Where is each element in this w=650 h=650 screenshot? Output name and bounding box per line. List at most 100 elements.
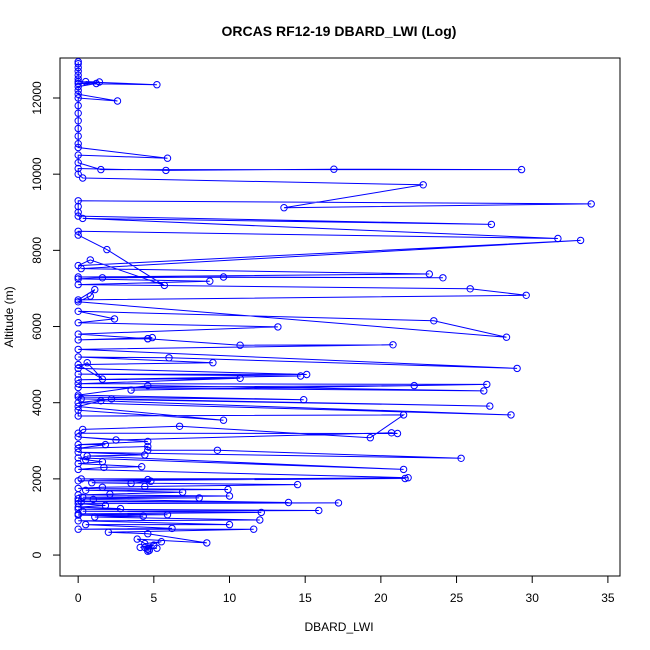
data-point (74, 140, 82, 148)
data-point (522, 291, 530, 299)
data-point (387, 429, 396, 437)
data-point (97, 165, 105, 174)
data-point (144, 381, 152, 390)
data-point (106, 490, 114, 498)
data-point (74, 170, 82, 178)
data-point (74, 296, 82, 304)
data-point (148, 333, 157, 342)
data-point (203, 539, 211, 547)
data-point (74, 336, 82, 344)
data-point (483, 380, 491, 389)
data-point (74, 517, 82, 525)
data-point (74, 82, 82, 91)
data-point (100, 463, 108, 472)
data-point (457, 454, 465, 462)
data-point (89, 495, 98, 504)
series-line (76, 61, 592, 552)
data-point (139, 512, 147, 520)
data-point (487, 220, 496, 229)
data-point (274, 323, 282, 331)
data-point (74, 454, 82, 462)
data-point (138, 463, 146, 471)
data-point (293, 480, 302, 489)
data-point (74, 380, 82, 388)
data-point (587, 200, 595, 208)
data-point (195, 494, 203, 502)
data-point (107, 395, 116, 403)
y-axis: 0 2000 4000 6000 8000 10000 12000 (30, 81, 61, 558)
data-point (74, 406, 82, 414)
x-tick-label: 30 (526, 591, 540, 605)
data-point (92, 79, 101, 88)
data-point (399, 411, 408, 419)
data-point (168, 524, 176, 533)
data-point (74, 429, 82, 437)
data-point (74, 212, 82, 220)
data-point (74, 75, 82, 83)
data-point (206, 277, 214, 285)
data-point (410, 381, 418, 390)
data-point (74, 525, 82, 533)
data-point (144, 437, 152, 446)
x-tick-label: 35 (601, 591, 615, 605)
data-point (74, 143, 82, 152)
data-point (79, 493, 87, 501)
data-point (74, 459, 82, 468)
data-point (101, 501, 110, 510)
data-point (74, 345, 82, 354)
data-point (74, 360, 82, 369)
y-tick-label: 10000 (30, 157, 44, 191)
data-point (74, 370, 82, 378)
data-point (74, 477, 82, 485)
data-point (334, 499, 343, 507)
data-point (175, 422, 184, 430)
data-point (280, 204, 288, 212)
data-point (141, 539, 149, 548)
data-point (74, 197, 82, 205)
x-tick-label: 10 (223, 591, 237, 605)
data-point (74, 330, 82, 338)
data-point (507, 411, 515, 419)
data-point (330, 165, 338, 173)
data-point (74, 383, 82, 392)
data-point (144, 530, 152, 538)
data-point (82, 77, 90, 86)
data-point (74, 124, 82, 133)
data-point (133, 535, 141, 543)
data-point (163, 511, 172, 519)
data-point (74, 499, 82, 508)
data-point (101, 440, 110, 449)
data-point (112, 436, 120, 444)
data-point (83, 359, 91, 367)
y-tick-label: 6000 (30, 313, 44, 340)
data-point (153, 81, 161, 89)
data-point (315, 506, 323, 515)
data-point (74, 132, 82, 140)
data-point (284, 498, 293, 507)
data-point (257, 508, 265, 517)
y-tick-label: 2000 (30, 465, 44, 492)
data-point (74, 444, 82, 453)
data-point (141, 451, 149, 459)
data-point (74, 275, 82, 283)
data-point (219, 273, 228, 281)
data-point (116, 504, 125, 513)
data-point (576, 236, 585, 245)
data-point (74, 159, 82, 167)
data-point (74, 319, 82, 327)
data-point (141, 482, 149, 491)
data-point (88, 479, 96, 487)
data-point (82, 456, 90, 464)
data-point (401, 474, 409, 483)
data-point (419, 181, 427, 189)
data-point (74, 101, 82, 110)
data-point (74, 94, 82, 102)
data-point (113, 97, 122, 105)
data-point (466, 285, 474, 293)
x-tick-label: 5 (150, 591, 157, 605)
chart-title: ORCAS RF12-19 DBARD_LWI (Log) (222, 23, 457, 39)
data-point (74, 164, 82, 173)
data-point (225, 520, 234, 529)
data-point (74, 202, 82, 211)
